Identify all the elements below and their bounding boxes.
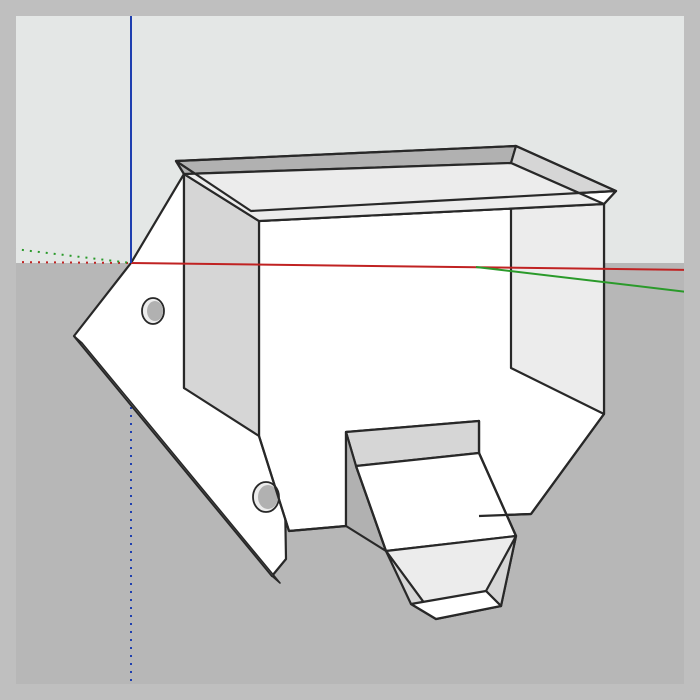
viewport-canvas[interactable] <box>16 16 684 684</box>
modeling-viewport[interactable] <box>16 16 684 684</box>
